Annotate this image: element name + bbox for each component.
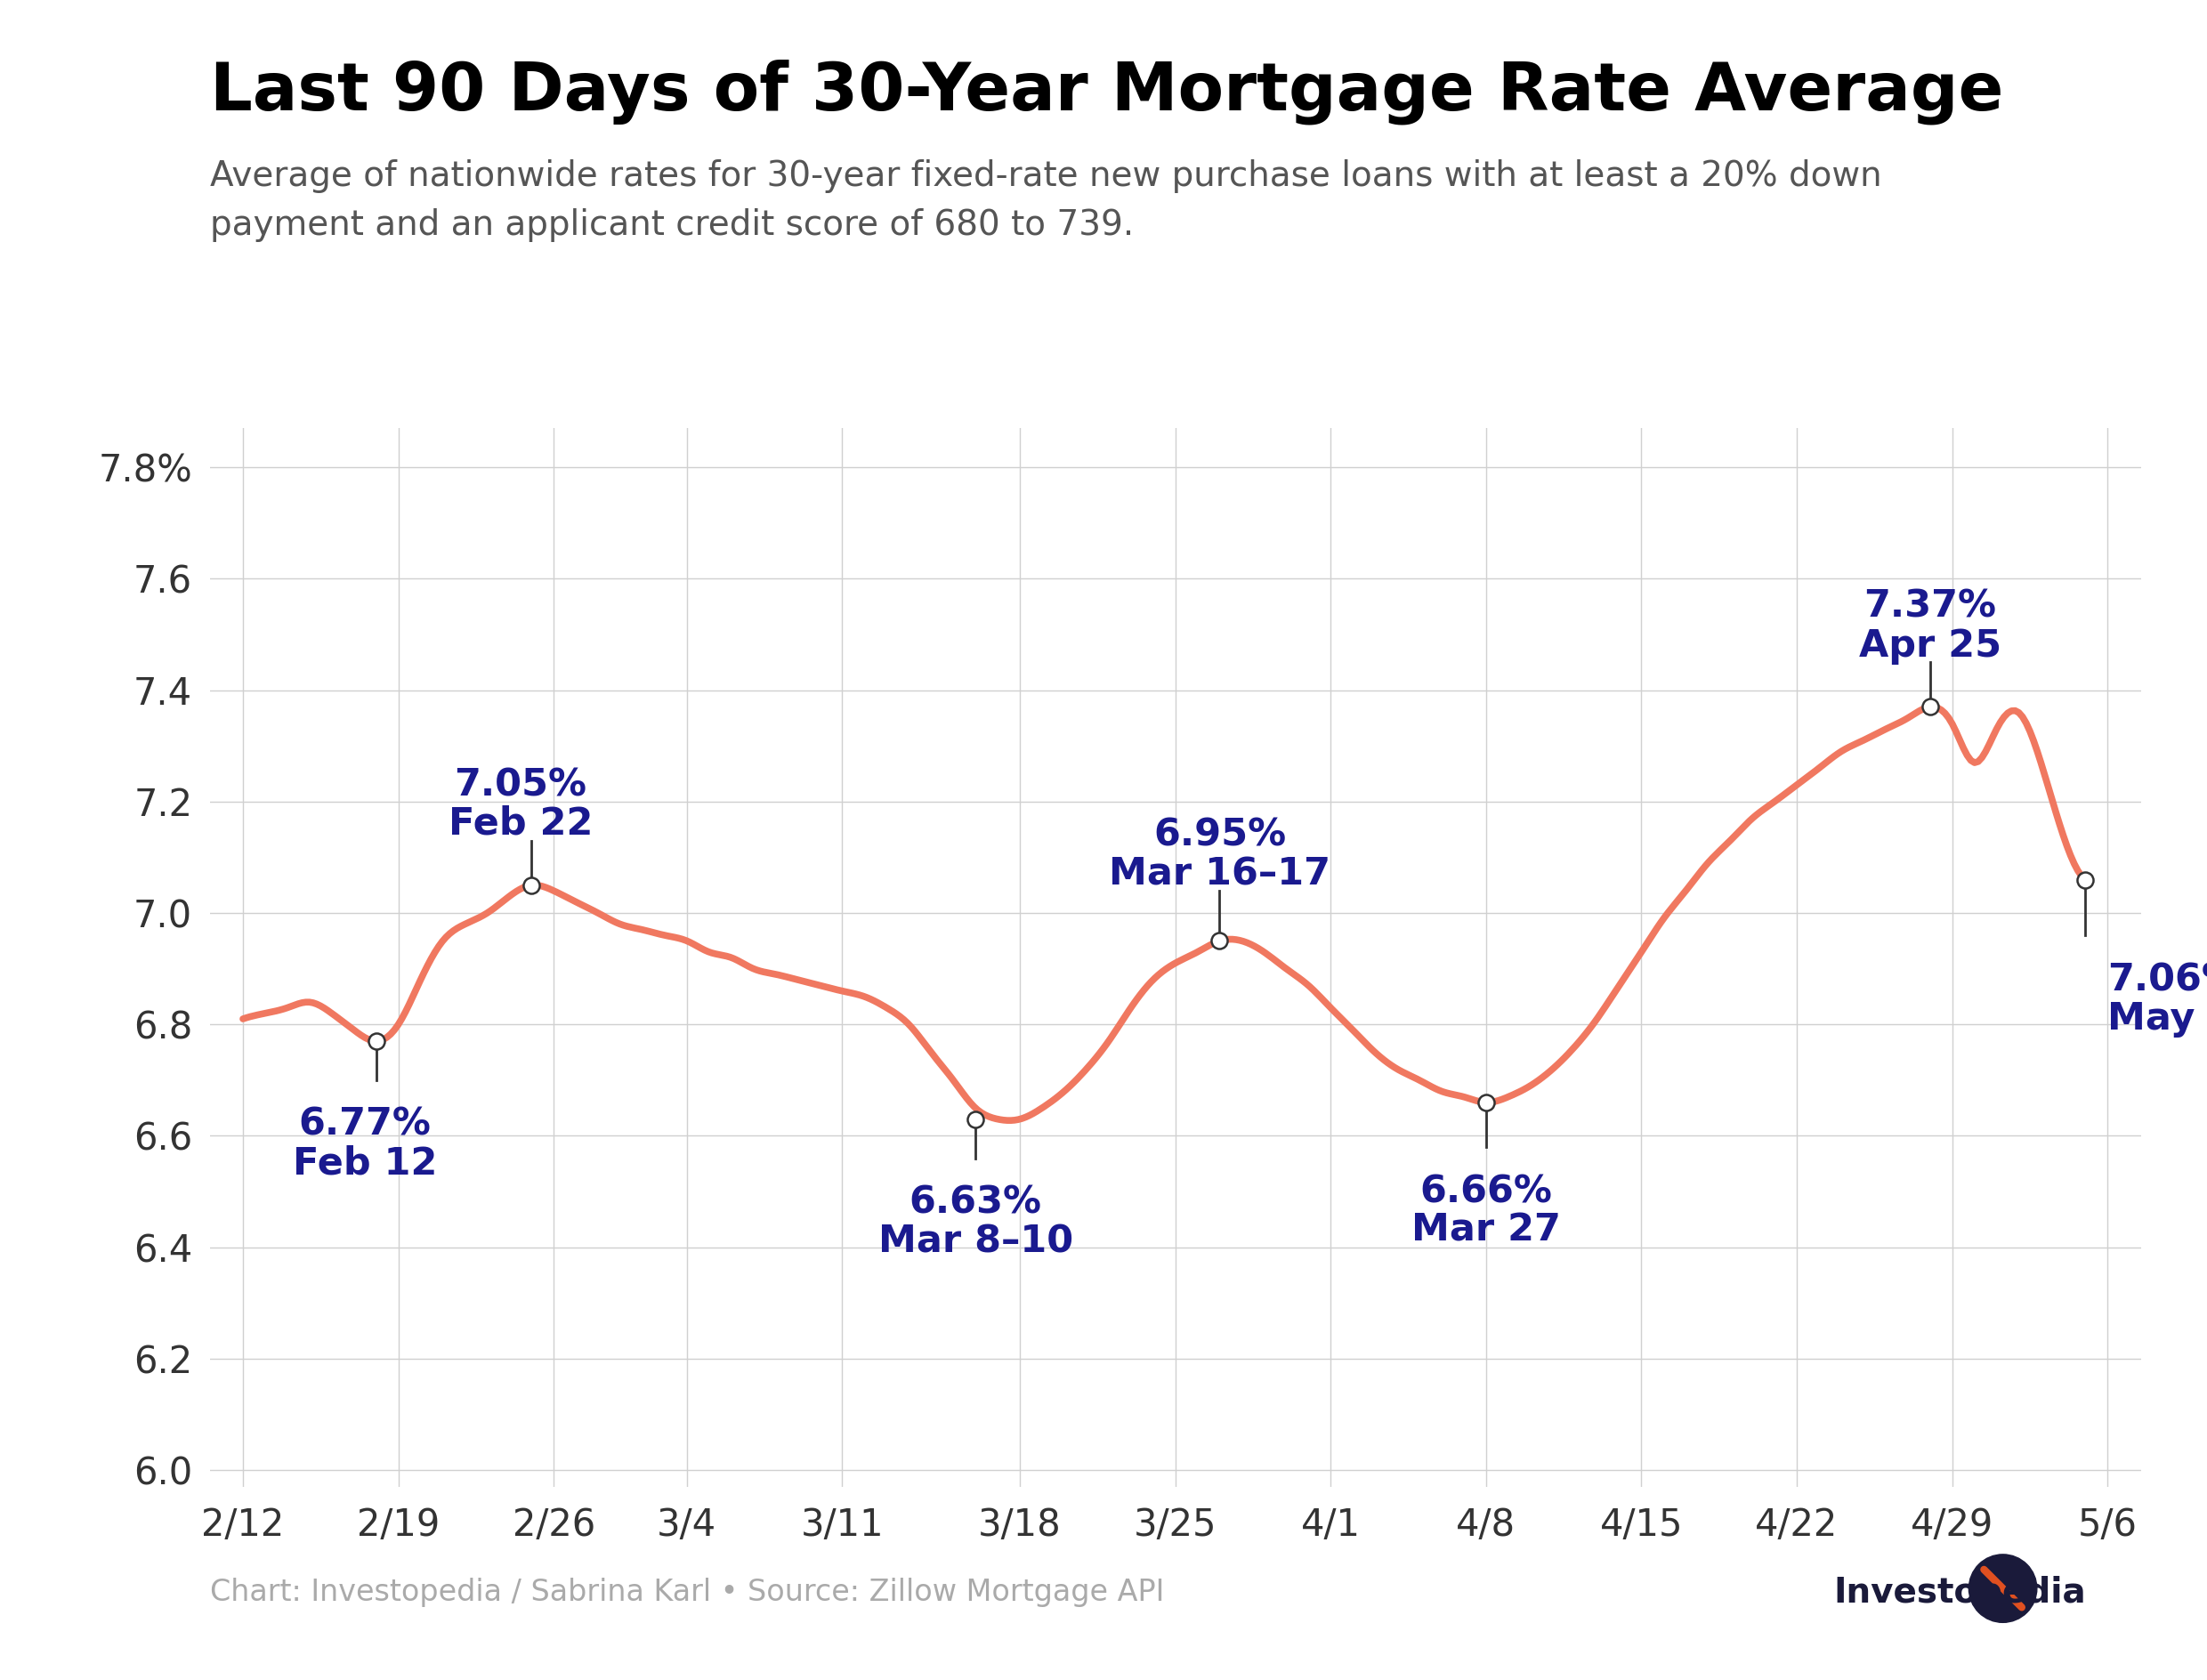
Text: Apr 25: Apr 25 [1858, 627, 2002, 664]
Text: 6.66%: 6.66% [1419, 1173, 1552, 1210]
Text: Mar 27: Mar 27 [1410, 1211, 1560, 1250]
Text: Last 90 Days of 30-Year Mortgage Rate Average: Last 90 Days of 30-Year Mortgage Rate Av… [210, 59, 2004, 124]
Text: 6.63%: 6.63% [909, 1184, 1042, 1221]
Text: 6.77%: 6.77% [298, 1105, 430, 1144]
Text: Feb 12: Feb 12 [294, 1146, 437, 1183]
Text: Mar 8–10: Mar 8–10 [878, 1223, 1073, 1260]
Text: Feb 22: Feb 22 [448, 805, 594, 843]
Text: Average of nationwide rates for 30-year fixed-rate new purchase loans with at le: Average of nationwide rates for 30-year … [210, 160, 1883, 242]
Text: 7.05%: 7.05% [455, 766, 587, 803]
Text: Investopedia: Investopedia [1834, 1576, 2086, 1609]
Text: 7.37%: 7.37% [1863, 588, 1995, 625]
Text: 7.06%: 7.06% [2108, 961, 2207, 998]
Text: Chart: Investopedia / Sabrina Karl • Source: Zillow Mortgage API: Chart: Investopedia / Sabrina Karl • Sou… [210, 1578, 1163, 1608]
Ellipse shape [1969, 1554, 2037, 1623]
Text: May 7: May 7 [2108, 1000, 2207, 1038]
Text: Mar 16–17: Mar 16–17 [1108, 855, 1331, 892]
Text: 6.95%: 6.95% [1154, 816, 1287, 853]
